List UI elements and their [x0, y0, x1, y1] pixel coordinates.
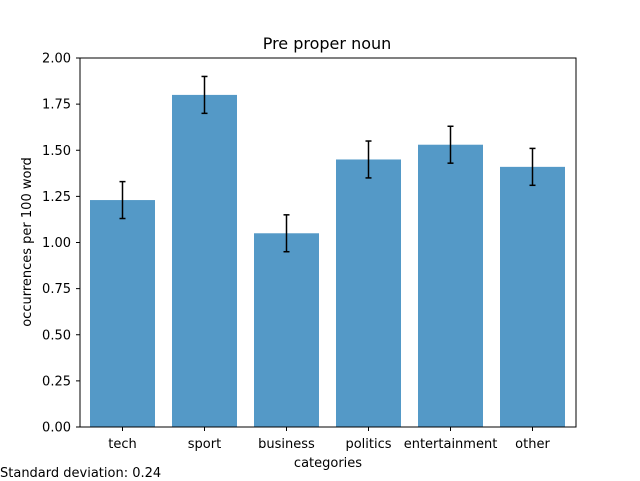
- x-axis: tech sport business politics entertainment ot…: [108, 427, 550, 452]
- error-bars-group: [119, 75, 536, 253]
- x-tick-label-tech: tech: [108, 437, 136, 452]
- standard-deviation-note: Standard deviation: 0.24: [0, 466, 162, 481]
- x-tick-label-other: other: [515, 437, 550, 452]
- bars-group: [90, 94, 565, 428]
- x-tick-label-politics: politics: [345, 437, 391, 452]
- bar-business: [254, 233, 319, 427]
- y-tick-label-1.00: 1.00: [42, 236, 71, 251]
- x-tick-label-sport: sport: [188, 437, 221, 452]
- y-tick-label-1.25: 1.25: [42, 190, 71, 205]
- y-tick-label-0.50: 0.50: [42, 328, 71, 343]
- bar-tech: [90, 200, 155, 427]
- bar-sport: [172, 94, 237, 428]
- y-axis: 0.00 0.25 0.50 0.75 1.00 1.25 1.50 1.75 2.00: [42, 52, 80, 436]
- bar-entertainment: [418, 144, 483, 427]
- x-tick-label-entertainment: entertainment: [404, 437, 498, 452]
- y-tick-label-1.75: 1.75: [42, 98, 71, 113]
- bar-politics: [336, 159, 401, 427]
- y-axis-label: occurrences per 100 word: [20, 157, 35, 327]
- x-tick-label-business: business: [258, 437, 315, 452]
- y-tick-label-0.75: 0.75: [42, 282, 71, 297]
- y-tick-label-2.00: 2.00: [42, 52, 71, 67]
- y-tick-label-0.00: 0.00: [42, 421, 71, 436]
- chart-title: Pre proper noun: [263, 34, 392, 53]
- y-tick-label-1.50: 1.50: [42, 144, 71, 159]
- bar-other: [500, 166, 565, 428]
- y-tick-label-0.25: 0.25: [42, 374, 71, 389]
- x-axis-label: categories: [294, 456, 362, 471]
